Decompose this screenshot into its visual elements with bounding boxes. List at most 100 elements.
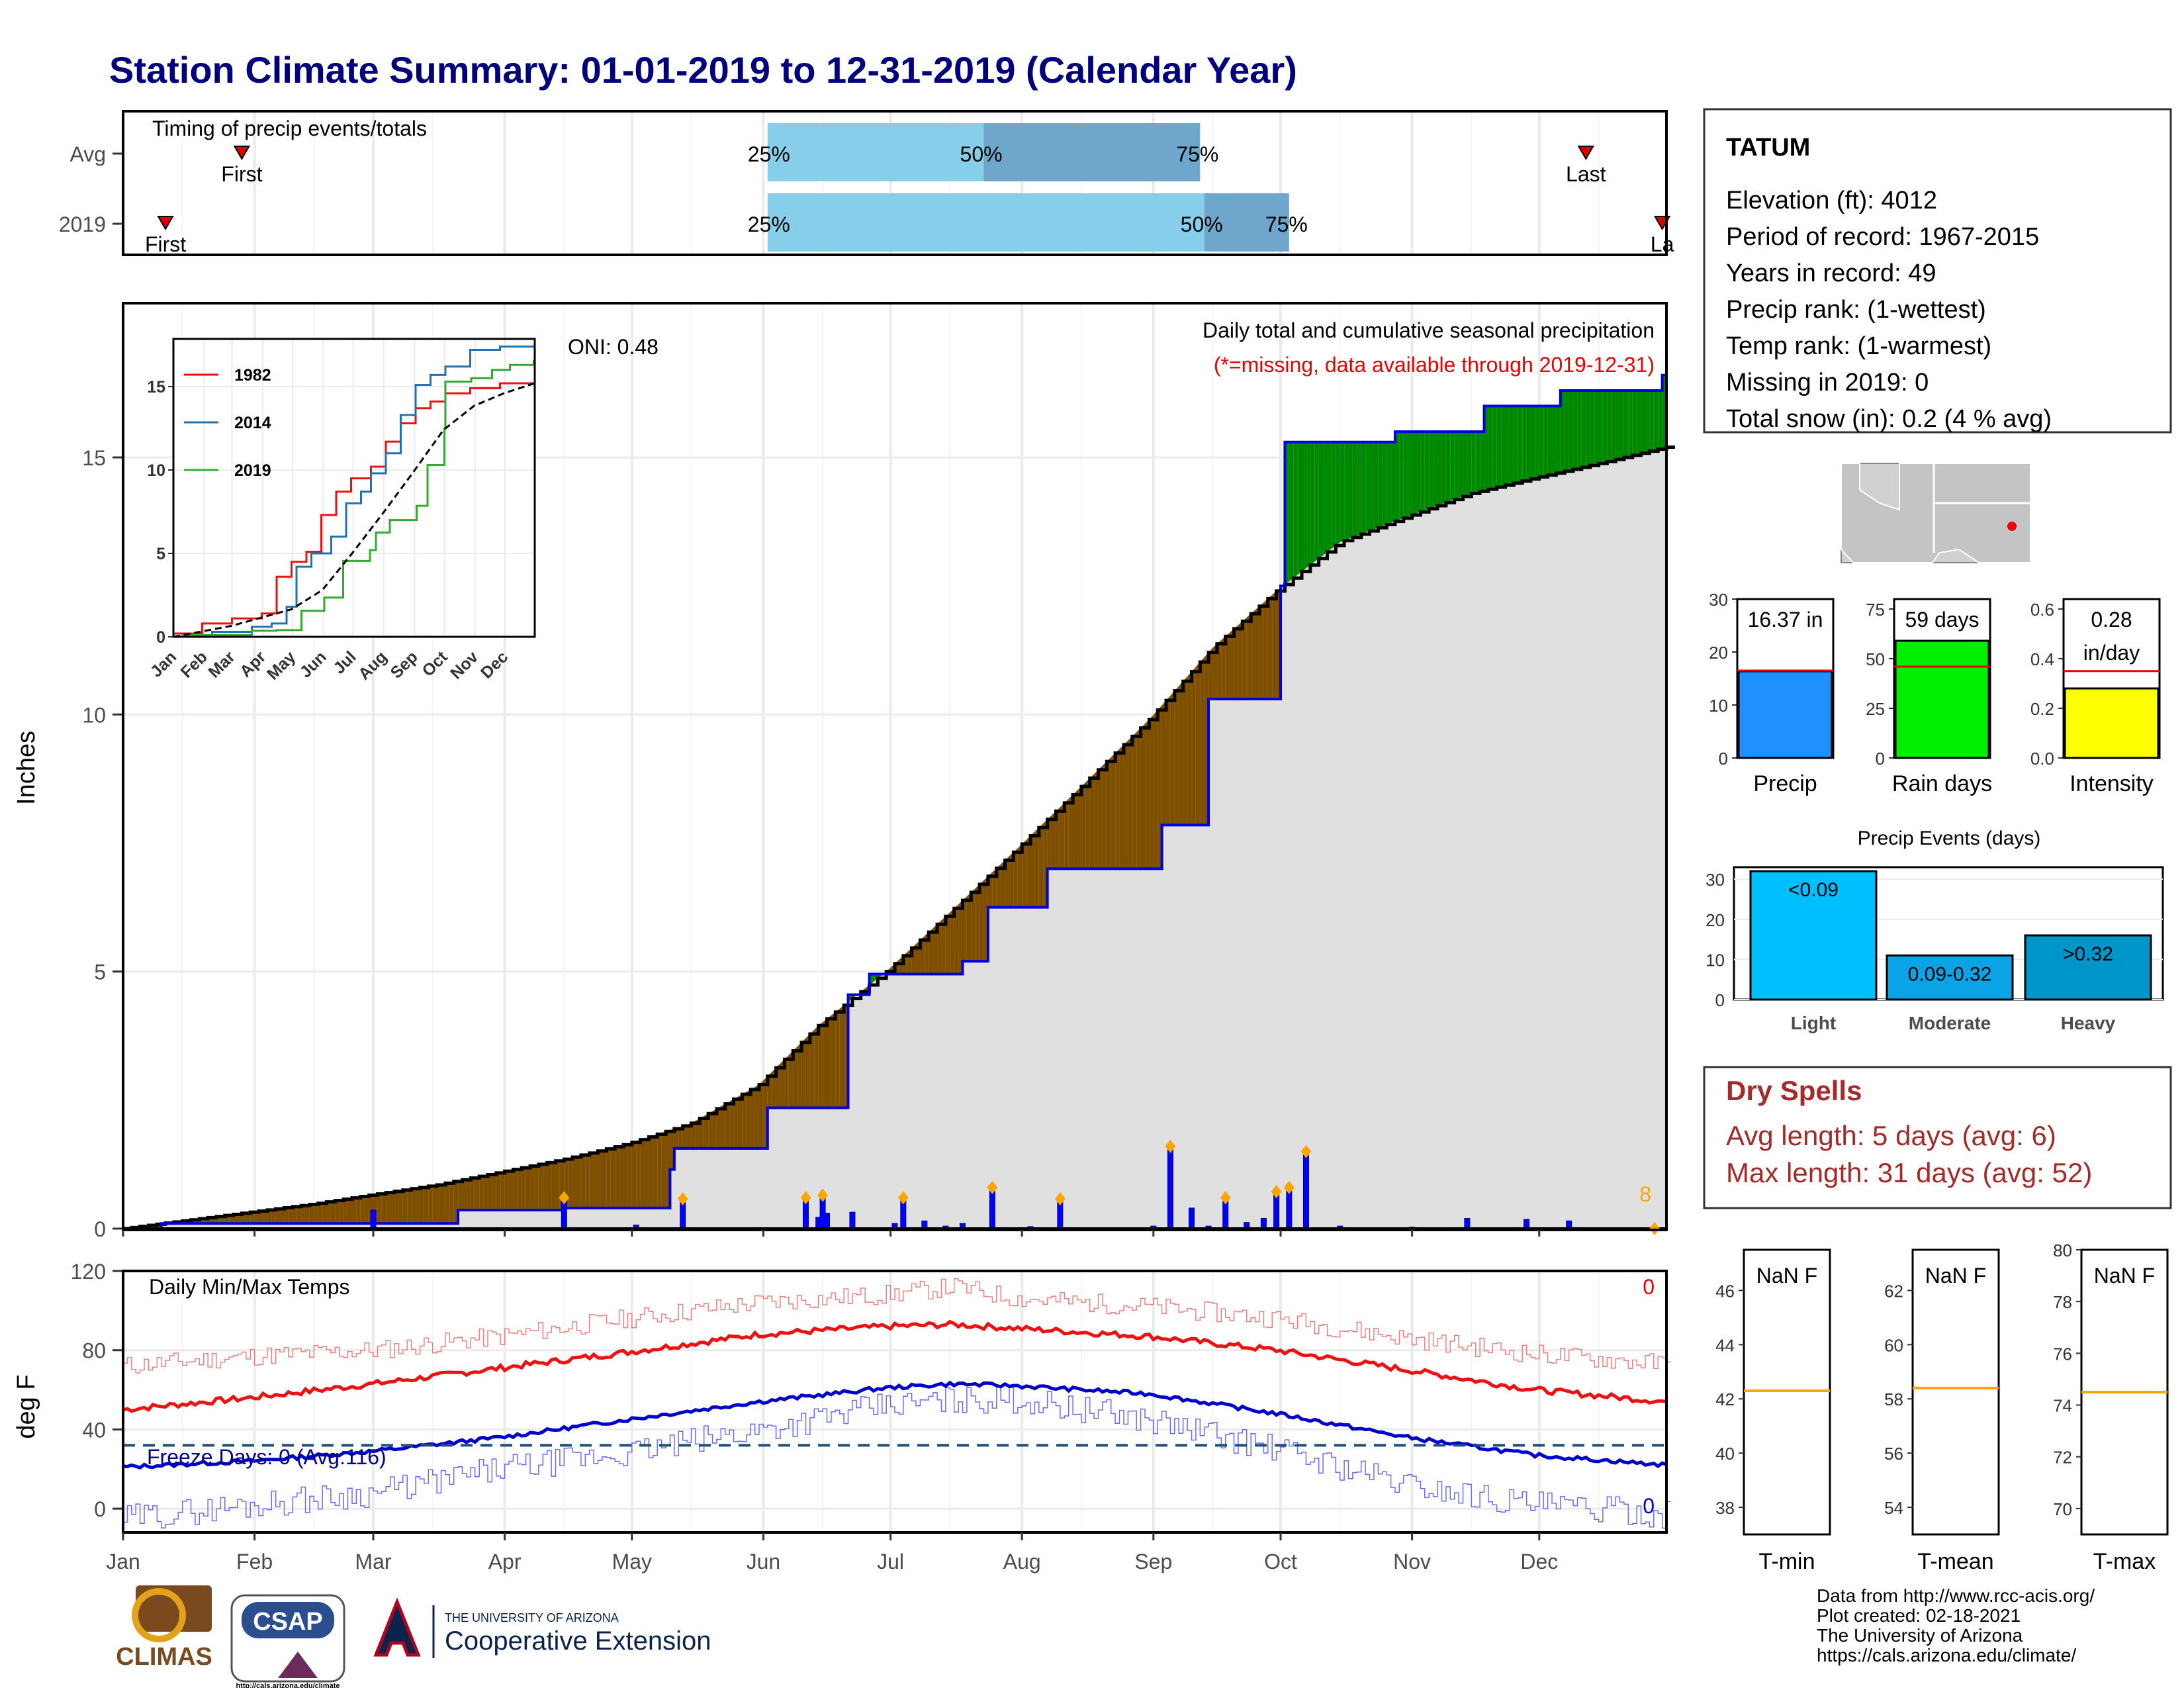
deficit-fill [513,1168,518,1211]
deficit-fill [1221,636,1226,700]
surplus-fill [1514,406,1518,483]
summary-tick-label: 10 [1709,696,1728,716]
surplus-fill [1365,442,1370,533]
surplus-fill [1420,432,1425,512]
deficit-fill [318,1202,323,1224]
deficit-fill [1068,794,1073,869]
events-bar-text: 0.09-0.32 [1908,963,1992,985]
surplus-fill [1623,391,1629,457]
deficit-fill [576,1154,581,1208]
deficit-fill [1267,594,1273,700]
credit-line: Plot created: 02-18-2021 [1817,1605,2021,1626]
daily-precip-bar [1167,1146,1173,1229]
deficit-fill [695,1118,700,1149]
month-label: Mar [355,1550,391,1573]
surplus-fill [1424,432,1430,510]
events-bar-text: <0.09 [1788,879,1839,901]
logos: CLIMAS CSAP http://cals.arizona.edu/climat… [116,1585,711,1688]
surplus-fill [1318,442,1324,559]
deficit-fill [1026,835,1031,908]
month-axis: Jan Feb Mar Apr May Jun Jul Aug Sep Oct Nov Dec [106,1230,1558,1573]
surplus-fill [1530,406,1535,479]
summary-tick-label: 0 [1719,749,1728,769]
month-label: May [612,1550,652,1573]
deficit-fill [924,932,929,974]
deficit-fill [1098,765,1103,869]
temp-panel-tick-label: 60 [1884,1335,1903,1355]
deficit-fill [1119,744,1124,869]
surplus-fill [1412,432,1417,515]
deficit-fill [538,1163,543,1211]
deficit-fill [330,1200,336,1224]
deficit-fill [823,1019,827,1108]
surplus-fill [1382,442,1387,526]
events-bar-moderate [1886,954,2014,1001]
station-name: TATUM [1726,134,1810,162]
deficit-fill [522,1166,526,1211]
temps-background [123,1271,1666,1532]
deficit-fill [360,1196,365,1224]
summary-tick-label: 25 [1866,699,1885,719]
deficit-fill [758,1080,764,1149]
deficit-fill [335,1199,340,1224]
deficit-fill [640,1138,645,1208]
deficit-fill [390,1191,395,1224]
deficit-fill [475,1176,480,1211]
deficit-fill [381,1192,387,1224]
deficit-fill [801,1038,806,1108]
surplus-fill [1454,432,1459,500]
surplus-fill [1336,442,1340,546]
heavy-day-marker-icon [1283,1180,1295,1194]
deficit-fill [377,1193,382,1224]
deficit-fill [432,1184,437,1224]
surplus-fill [1323,442,1328,555]
surplus-fill [1471,432,1476,494]
daily-precip-bar [823,1213,830,1229]
surplus-fill [1445,432,1451,503]
surplus-fill [1641,391,1645,453]
timing-bar-q25-q50 [767,193,1205,252]
events-bar-label: Heavy [2061,1013,2116,1033]
deficit-fill [424,1186,429,1224]
deficit-fill [394,1190,399,1224]
summary-bar [1894,639,1990,759]
surplus-fill [873,974,878,982]
summary-tick-label: 50 [1866,649,1885,669]
surplus-fill [1480,432,1484,492]
deficit-fill [1161,700,1167,825]
temp-panel-tick-label: 58 [1884,1389,1903,1409]
surplus-fill [1658,391,1662,449]
deficit-fill [975,884,980,962]
temp-panel-tick-label: 38 [1715,1498,1735,1518]
record-high-line [123,1278,1671,1374]
deficit-fill [1166,695,1171,825]
summary-value-label: 0.28 [2091,608,2132,632]
deficit-fill [1128,736,1132,869]
surplus-fill [1560,391,1565,473]
events-title: Precip Events (days) [1858,827,2041,849]
deficit-fill [462,1178,467,1211]
deficit-fill [517,1168,522,1211]
deficit-fill [1132,732,1137,869]
temp-panel-tick-label: 40 [1715,1444,1735,1464]
surplus-fill [1416,432,1421,514]
surplus-fill [1518,406,1523,483]
surplus-fill [1569,391,1574,471]
surplus-fill [1488,406,1493,490]
deficit-fill [386,1192,390,1224]
deficit-fill [962,896,967,962]
deficit-fill [619,1145,623,1208]
deficit-fill [1183,676,1188,825]
deficit-fill [704,1113,709,1149]
deficit-fill [1263,598,1268,700]
deficit-fill [1111,753,1116,869]
deficit-fill [509,1169,514,1211]
surplus-fill [1378,442,1383,528]
deficit-fill [797,1042,802,1108]
max-missing-count: 0 [1643,1275,1655,1299]
surplus-fill [1429,432,1433,509]
temps-y-axis-label: deg F [13,1374,40,1438]
last-marker-icon [1577,146,1595,160]
surplus-fill [1543,406,1548,477]
normal-high-line [122,1319,1667,1413]
